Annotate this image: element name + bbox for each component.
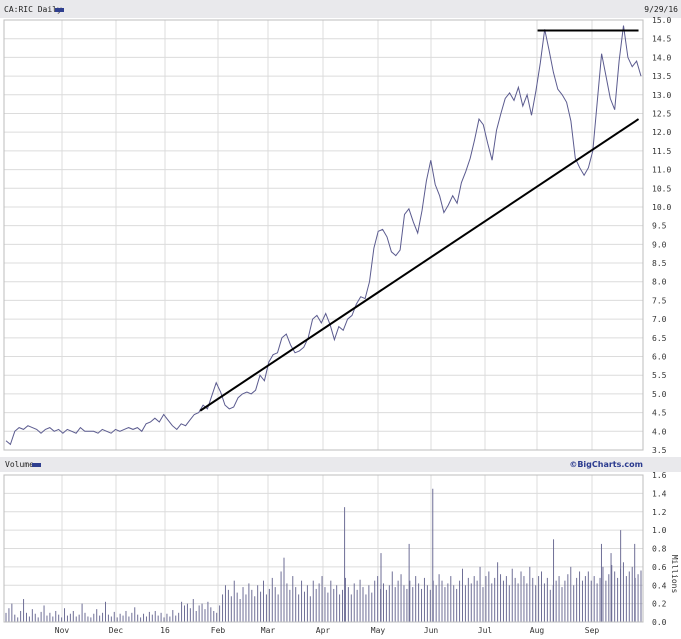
price-tick-label: 14.0 <box>652 53 671 62</box>
volume-bars <box>5 488 642 622</box>
volume-title: Volume <box>5 460 34 469</box>
price-tick-label: 11.0 <box>652 166 671 175</box>
volume-legend-marker-icon <box>32 463 41 467</box>
volume-header-band <box>0 457 681 472</box>
volume-tick-label: 0.2 <box>652 600 667 609</box>
x-tick-label: Sep <box>585 626 600 635</box>
price-y-axis: 3.5 4.0 4.5 5.0 5.5 6.0 6.5 7.0 7.5 8.0 8.5 9.0 9.5 1… <box>652 16 671 455</box>
volume-tick-label: 0.0 <box>652 618 667 627</box>
volume-tick-label: 0.8 <box>652 545 667 554</box>
price-tick-label: 8.0 <box>652 278 667 287</box>
price-tick-label: 4.5 <box>652 409 667 418</box>
price-tick-label: 13.0 <box>652 91 671 100</box>
price-tick-label: 10.0 <box>652 203 671 212</box>
volume-tick-label: 1.4 <box>652 489 667 498</box>
price-tick-label: 6.5 <box>652 334 667 343</box>
volume-tick-label: 0.6 <box>652 563 667 572</box>
x-tick-label: Mar <box>261 626 276 635</box>
price-tick-label: 5.5 <box>652 371 667 380</box>
x-tick-label: Aug <box>530 626 545 635</box>
legend-marker-icon <box>55 8 64 12</box>
price-tick-label: 8.5 <box>652 259 667 268</box>
price-tick-label: 12.5 <box>652 109 671 118</box>
price-tick-label: 11.5 <box>652 147 671 156</box>
price-tick-label: 5.0 <box>652 390 667 399</box>
volume-tick-label: 1.0 <box>652 526 667 535</box>
price-tick-label: 7.5 <box>652 296 667 305</box>
x-tick-label: Jul <box>478 626 493 635</box>
trend-lines <box>199 29 640 412</box>
price-tick-label: 15.0 <box>652 16 671 25</box>
x-tick-label: Feb <box>211 626 226 635</box>
x-tick-label: May <box>371 626 386 635</box>
x-tick-label: Nov <box>55 626 70 635</box>
x-tick-label: Apr <box>316 626 331 635</box>
x-axis-labels: Nov Dec 16 Feb Mar Apr May Jun Jul Aug Sep <box>55 626 600 635</box>
x-tick-label: Dec <box>109 626 124 635</box>
price-tick-label: 10.5 <box>652 184 671 193</box>
price-gridlines <box>4 19 643 451</box>
price-tick-label: 6.0 <box>652 353 667 362</box>
price-tick-label: 12.0 <box>652 128 671 137</box>
volume-tick-label: 1.6 <box>652 471 667 480</box>
price-tick-label: 14.5 <box>652 35 671 44</box>
x-tick-label: Jun <box>424 626 439 635</box>
volume-axis-units: Millions <box>670 555 679 594</box>
price-panel-frame <box>3 19 644 451</box>
trend-line <box>199 118 640 412</box>
volume-y-axis: 0.0 0.2 0.4 0.6 0.8 1.0 1.2 1.4 1.6 <box>652 471 667 627</box>
price-tick-label: 3.5 <box>652 446 667 455</box>
chart-date: 9/29/16 <box>644 5 678 14</box>
price-tick-label: 4.0 <box>652 427 667 436</box>
price-tick-label: 13.5 <box>652 72 671 81</box>
volume-tick-label: 0.4 <box>652 581 667 590</box>
chart-title: CA:RIC Daily <box>4 5 62 14</box>
brand-label: ©BigCharts.com <box>569 460 643 469</box>
price-series-line <box>5 25 642 446</box>
price-header-band <box>0 0 681 18</box>
x-tick-label: 16 <box>160 626 170 635</box>
price-tick-label: 7.0 <box>652 315 667 324</box>
volume-panel-frame <box>3 474 644 623</box>
price-tick-label: 9.0 <box>652 240 667 249</box>
volume-tick-label: 1.2 <box>652 508 667 517</box>
price-tick-label: 9.5 <box>652 222 667 231</box>
